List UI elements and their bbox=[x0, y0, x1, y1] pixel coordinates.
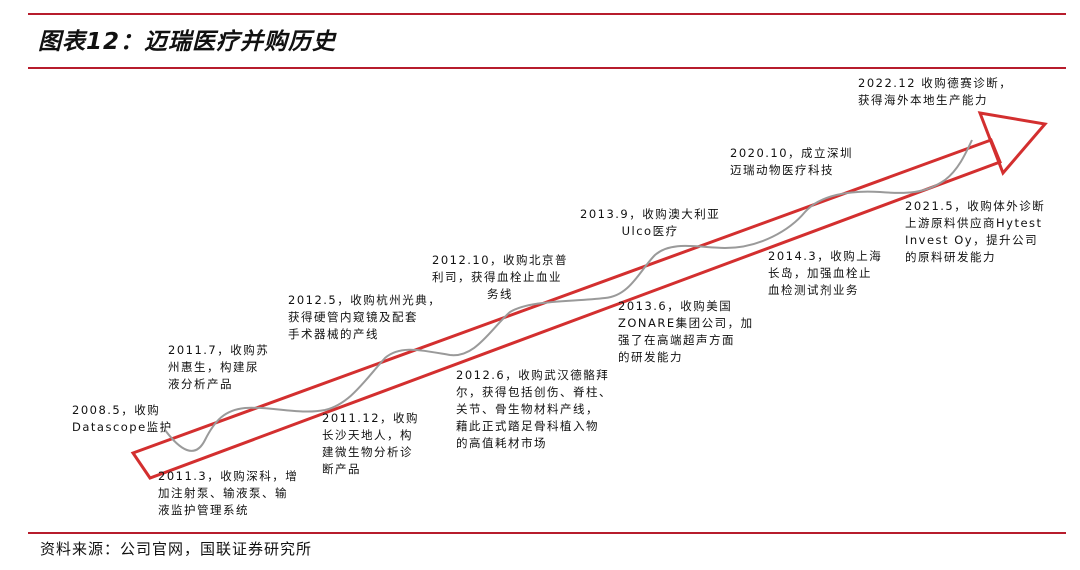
event-2011-12: 2011.12，收购 长沙天地人，构 建微生物分析诊 断产品 bbox=[322, 410, 419, 478]
event-line: 液监护管理系统 bbox=[158, 503, 249, 517]
event-line: 州惠生，构建尿 bbox=[168, 360, 259, 374]
event-line: 的研发能力 bbox=[618, 350, 683, 364]
event-line: 2011.7，收购苏 bbox=[168, 343, 270, 357]
event-2021-5: 2021.5，收购体外诊断 上游原料供应商Hytest Invest Oy，提升… bbox=[905, 198, 1045, 266]
event-line: 2011.3，收购深科，增 bbox=[158, 469, 299, 483]
event-line: 2021.5，收购体外诊断 bbox=[905, 199, 1046, 213]
event-line: 2011.12，收购 bbox=[322, 411, 420, 425]
event-line: 断产品 bbox=[322, 462, 361, 476]
page-title: 图表12：迈瑞医疗并购历史 bbox=[38, 29, 337, 55]
event-line: 液分析产品 bbox=[168, 377, 233, 391]
event-2012-5: 2012.5，收购杭州光典， 获得硬管内窥镜及配套 手术器械的产线 bbox=[288, 292, 441, 343]
event-line: ZONARE集团公司，加 bbox=[618, 316, 754, 330]
event-line: 加注射泵、输液泵、输 bbox=[158, 486, 288, 500]
event-line: 获得硬管内窥镜及配套 bbox=[288, 310, 418, 324]
event-line: 获得海外本地生产能力 bbox=[858, 93, 988, 107]
source-note: 资料来源：公司官网，国联证券研究所 bbox=[40, 540, 313, 558]
event-line: 的高值耗材市场 bbox=[456, 436, 547, 450]
event-line: 2013.9，收购澳大利亚 bbox=[580, 207, 721, 221]
top-rule bbox=[28, 13, 1066, 15]
event-line: 强了在高端超声方面 bbox=[618, 333, 735, 347]
event-line: 2014.3，收购上海 bbox=[768, 249, 883, 263]
event-line: 2012.5，收购杭州光典， bbox=[288, 293, 442, 307]
footer-rule bbox=[28, 532, 1066, 534]
event-line: 藉此正式踏足骨科植入物 bbox=[456, 419, 599, 433]
event-line: 务线 bbox=[487, 287, 514, 301]
event-2013-6: 2013.6，收购美国 ZONARE集团公司，加 强了在高端超声方面 的研发能力 bbox=[618, 298, 754, 366]
event-line: Invest Oy，提升公司 bbox=[905, 233, 1039, 247]
event-line: Ulco医疗 bbox=[621, 224, 679, 238]
event-line: 血检测试剂业务 bbox=[768, 283, 859, 297]
event-line: 2012.10，收购北京普 bbox=[432, 253, 569, 267]
event-2008-5: 2008.5，收购 Datascope监护 bbox=[72, 402, 173, 436]
event-2020-10: 2020.10，成立深圳 迈瑞动物医疗科技 bbox=[730, 145, 853, 179]
header-rule bbox=[28, 67, 1066, 69]
event-2011-3: 2011.3，收购深科，增 加注射泵、输液泵、输 液监护管理系统 bbox=[158, 468, 298, 519]
event-2012-10: 2012.10，收购北京普 利司，获得血栓止血业 务线 bbox=[432, 252, 568, 303]
event-line: 手术器械的产线 bbox=[288, 327, 379, 341]
event-2011-7: 2011.7，收购苏 州惠生，构建尿 液分析产品 bbox=[168, 342, 269, 393]
event-line: 2020.10，成立深圳 bbox=[730, 146, 854, 160]
event-line: 上游原料供应商Hytest bbox=[905, 216, 1043, 230]
growth-curve bbox=[164, 139, 973, 452]
event-line: 2022.12 收购德赛诊断， bbox=[858, 76, 1013, 90]
event-line: 长沙天地人，构 bbox=[322, 428, 413, 442]
event-line: 2012.6，收购武汉德骼拜 bbox=[456, 368, 610, 382]
event-line: Datascope监护 bbox=[72, 420, 173, 434]
event-2012-6: 2012.6，收购武汉德骼拜 尔，获得包括创伤、脊柱、 关节、骨生物材料产线， … bbox=[456, 367, 612, 452]
event-line: 尔，获得包括创伤、脊柱、 bbox=[456, 385, 612, 399]
event-line: 长岛，加强血栓止 bbox=[768, 266, 872, 280]
event-line: 的原料研发能力 bbox=[905, 250, 996, 264]
event-2014-3: 2014.3，收购上海 长岛，加强血栓止 血检测试剂业务 bbox=[768, 248, 882, 299]
event-line: 关节、骨生物材料产线， bbox=[456, 402, 599, 416]
timeline-arrowhead bbox=[977, 111, 1048, 176]
event-line: 建微生物分析诊 bbox=[322, 445, 413, 459]
event-line: 2008.5，收购 bbox=[72, 403, 161, 417]
event-line: 利司，获得血栓止血业 bbox=[432, 270, 562, 284]
event-2013-9: 2013.9，收购澳大利亚 Ulco医疗 bbox=[580, 206, 720, 240]
event-line: 2013.6，收购美国 bbox=[618, 299, 733, 313]
event-2022-12: 2022.12 收购德赛诊断， 获得海外本地生产能力 bbox=[858, 75, 1012, 109]
event-line: 迈瑞动物医疗科技 bbox=[730, 163, 834, 177]
